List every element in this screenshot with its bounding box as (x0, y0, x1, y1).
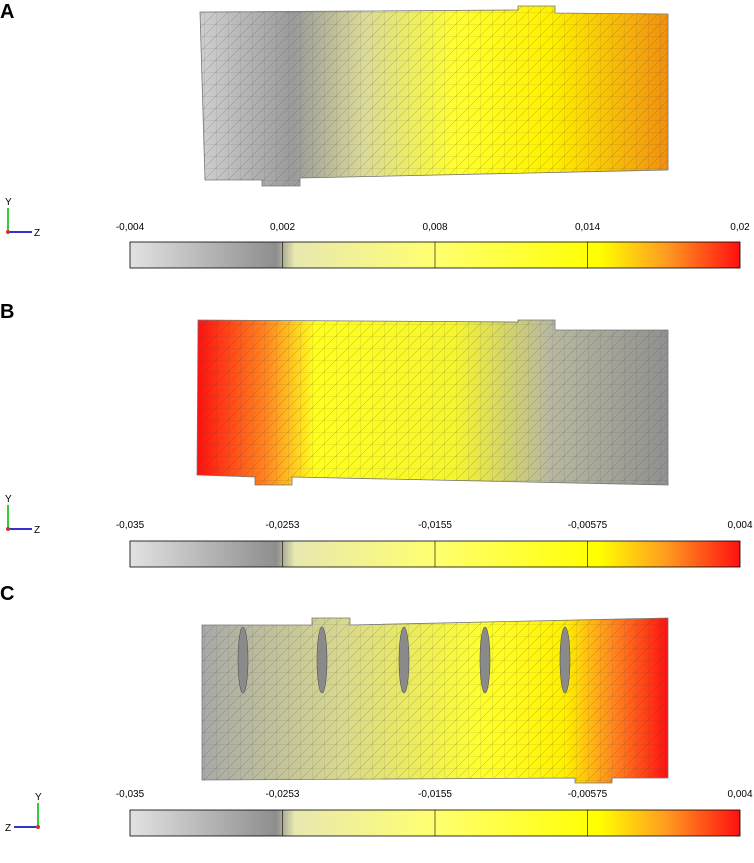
mesh-lines (202, 618, 668, 783)
colorbar-tick-label: -0,004 (116, 222, 145, 233)
panel-label: B (0, 301, 14, 323)
axis-z-label: Z (34, 228, 40, 239)
slot (559, 626, 571, 694)
colorbar-tick-label: 0,004 (727, 520, 752, 531)
axis-z-label: Z (5, 823, 11, 834)
axis-x-origin (6, 230, 10, 234)
slot (237, 626, 249, 694)
colorbar-tick-label: -0,035 (116, 789, 145, 800)
mesh-lines (197, 320, 668, 485)
panel-label: A (0, 1, 14, 23)
colorbar-tick-label: -0,035 (116, 520, 145, 531)
axis-z-label: Z (34, 525, 40, 536)
axis-y-label: Y (5, 197, 12, 208)
colorbar-tick-label: -0,00575 (568, 789, 608, 800)
mesh-lines (200, 6, 668, 186)
colorbar-tick-label: -0,0253 (266, 520, 300, 531)
colorbar-tick-label: 0,014 (575, 222, 600, 233)
colorbar-tick-label: -0,0253 (266, 789, 300, 800)
axis-x-origin (6, 527, 10, 531)
axis-x-origin (36, 825, 40, 829)
colorbar-tick-label: 0,008 (422, 222, 447, 233)
panel-label: C (0, 583, 14, 605)
colorbar-tick-label: -0,0155 (418, 520, 452, 531)
axis-y-label: Y (35, 792, 42, 803)
colorbar-tick-label: -0,00575 (568, 520, 608, 531)
slot (316, 626, 328, 694)
axis-y-label: Y (5, 494, 12, 505)
colorbar-tick-label: -0,0155 (418, 789, 452, 800)
slot (398, 626, 410, 694)
colorbar-tick-label: 0,002 (270, 222, 295, 233)
slot (479, 626, 491, 694)
colorbar-tick-label: 0,004 (727, 789, 752, 800)
colorbar-tick-label: 0,02 (730, 222, 750, 233)
